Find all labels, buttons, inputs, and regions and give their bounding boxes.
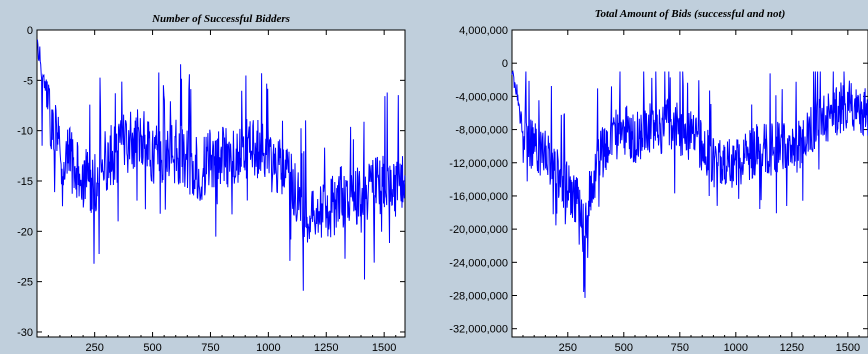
y-tick-label: -20 (17, 226, 33, 238)
y-tick-label: -4,000,000 (455, 91, 508, 103)
chart-successful-bidders: Number of Successful Bidders 0 -5 -10 -15 -20… (17, 13, 406, 354)
y-tick-label: -10 (17, 126, 33, 138)
x-tick-label: 500 (615, 342, 633, 354)
y-tick-label: -12,000,000 (449, 158, 508, 170)
x-tick-label: 1500 (372, 342, 396, 354)
chart-panel-successful-bidders: Number of Successful Bidders 0 -5 -10 -15 -20… (0, 0, 420, 354)
x-tick-label: 750 (671, 342, 689, 354)
x-tick-label: 250 (85, 342, 103, 354)
y-tick-label: -5 (23, 75, 33, 87)
chart-title: Number of Successful Bidders (151, 13, 290, 25)
y-tick-label: -20,000,000 (449, 224, 508, 236)
x-tick-label: 1000 (256, 342, 280, 354)
y-tick-label: -24,000,000 (449, 257, 508, 269)
y-tick-label: 0 (27, 25, 33, 37)
y-tick-label: -15 (17, 176, 33, 188)
x-tick-label: 750 (201, 342, 219, 354)
y-tick-label: -28,000,000 (449, 291, 508, 303)
y-tick-label: -16,000,000 (449, 191, 508, 203)
chart-total-bids: Total Amount of Bids (successful and not… (449, 8, 868, 354)
x-tick-label: 500 (143, 342, 161, 354)
y-tick-label: -25 (17, 277, 33, 289)
chart-title: Total Amount of Bids (successful and not… (595, 8, 786, 20)
x-tick-label: 1000 (724, 342, 748, 354)
chart-panel-total-bids: Total Amount of Bids (successful and not… (420, 0, 868, 354)
y-tick-label: 4,000,000 (459, 25, 508, 37)
x-tick-label: 1250 (314, 342, 338, 354)
y-tick-label: -32,000,000 (449, 324, 508, 336)
x-tick-label: 1500 (836, 342, 860, 354)
y-tick-label: -8,000,000 (455, 125, 508, 137)
y-tick-label: 0 (502, 58, 508, 70)
series-line (511, 70, 868, 298)
y-tick-label: -30 (17, 327, 33, 339)
series-line (37, 39, 406, 291)
x-tick-label: 1250 (780, 342, 804, 354)
x-tick-label: 250 (559, 342, 577, 354)
